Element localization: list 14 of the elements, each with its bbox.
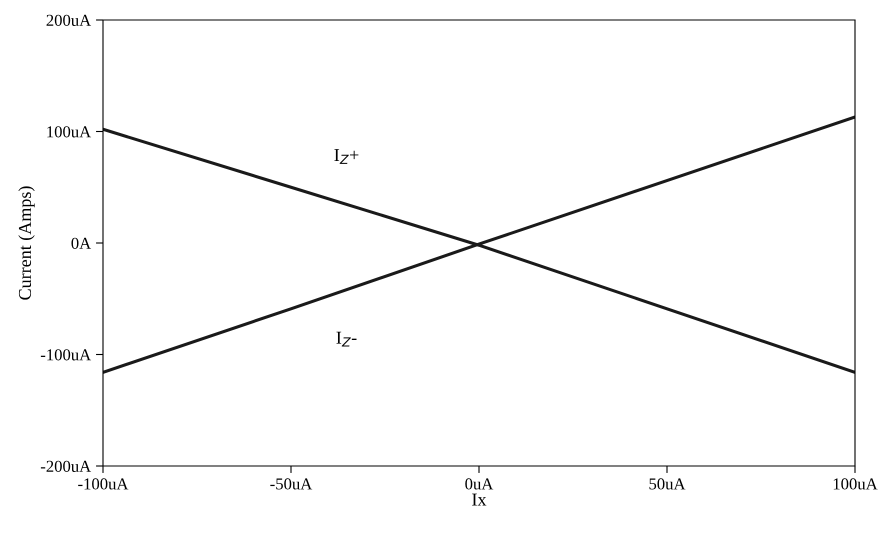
x-tick-label: -100uA <box>78 478 128 490</box>
x-tick-label: 0uA <box>465 478 494 490</box>
x-tick-label: 100uA <box>834 478 878 490</box>
x-tick-label: 50uA <box>649 478 686 490</box>
y-tick-label: 0A <box>71 238 92 249</box>
x-axis-title: Ix <box>472 494 486 506</box>
series-label: I$_{Z}$+ <box>334 149 358 164</box>
text: I$_{Z}$- <box>336 332 357 347</box>
y-tick-label: 200uA <box>46 14 92 26</box>
y-axis-title: Current (Amps) <box>18 186 35 300</box>
y-tick-label: 100uA <box>47 126 92 138</box>
x-tick-label: -50uA <box>270 478 312 490</box>
y-tick-label: -200uA <box>40 460 92 472</box>
y-tick-label: -100uA <box>40 349 92 360</box>
